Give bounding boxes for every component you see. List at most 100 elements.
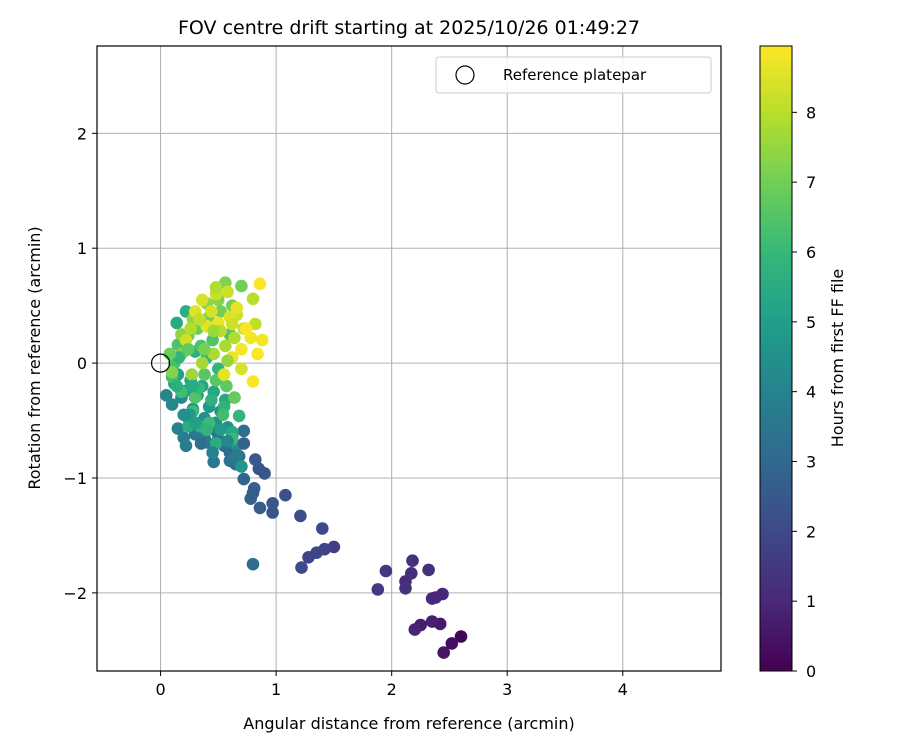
data-point bbox=[239, 322, 253, 335]
data-point bbox=[230, 448, 244, 462]
data-point bbox=[225, 317, 239, 331]
data-point bbox=[235, 343, 248, 356]
data-point bbox=[255, 333, 269, 347]
data-point bbox=[205, 305, 218, 318]
chart-title: FOV centre drift starting at 2025/10/26 … bbox=[178, 17, 640, 39]
data-point bbox=[294, 509, 307, 523]
legend-label: Reference platepar bbox=[503, 66, 647, 84]
data-point bbox=[216, 408, 230, 422]
data-point bbox=[177, 408, 190, 422]
x-tick-label: 4 bbox=[618, 680, 628, 699]
data-point bbox=[165, 398, 179, 411]
x-axis-label: Angular distance from reference (arcmin) bbox=[243, 714, 574, 733]
data-point bbox=[221, 434, 234, 448]
plot-frame bbox=[96, 45, 722, 672]
data-point bbox=[171, 422, 185, 435]
data-point bbox=[246, 292, 260, 306]
data-point bbox=[163, 347, 177, 361]
data-point bbox=[235, 460, 248, 473]
data-point bbox=[237, 424, 251, 438]
colorbar-tick-label: 6 bbox=[806, 243, 816, 262]
data-point bbox=[406, 554, 419, 567]
data-point bbox=[194, 437, 208, 450]
data-point bbox=[422, 563, 435, 577]
reference-platepar-marker bbox=[150, 353, 171, 373]
colorbar-tick-label: 2 bbox=[806, 522, 816, 541]
data-point bbox=[399, 582, 412, 595]
y-tick-label: −2 bbox=[63, 584, 87, 603]
colorbar-tick-label: 8 bbox=[806, 103, 816, 122]
data-point bbox=[251, 347, 264, 361]
data-point bbox=[206, 446, 219, 460]
data-point bbox=[221, 285, 234, 299]
data-point bbox=[253, 277, 267, 291]
y-tick-label: 0 bbox=[77, 354, 87, 373]
data-point bbox=[217, 368, 231, 381]
data-point bbox=[221, 354, 234, 368]
data-point bbox=[182, 343, 195, 356]
y-tick-label: 2 bbox=[77, 124, 87, 143]
data-point bbox=[437, 646, 451, 659]
data-point bbox=[246, 557, 260, 571]
data-point bbox=[160, 389, 173, 402]
data-point bbox=[198, 368, 211, 381]
data-point bbox=[228, 391, 241, 404]
data-point bbox=[279, 488, 292, 502]
data-point bbox=[445, 637, 459, 650]
data-point bbox=[207, 455, 220, 469]
data-points bbox=[160, 276, 468, 659]
x-tick-label: 0 bbox=[155, 680, 165, 699]
x-tick-label: 2 bbox=[387, 680, 397, 699]
reference-marker bbox=[150, 353, 171, 373]
data-point bbox=[246, 375, 260, 388]
colorbar-tick-label: 1 bbox=[806, 592, 816, 611]
data-point bbox=[266, 497, 279, 510]
data-point bbox=[220, 379, 233, 393]
data-point bbox=[230, 301, 244, 315]
data-point bbox=[232, 409, 246, 423]
data-point bbox=[209, 281, 223, 294]
colorbar-label: Hours from first FF file bbox=[828, 269, 847, 448]
data-point bbox=[165, 366, 179, 379]
data-point bbox=[237, 437, 251, 450]
y-axis-label: Rotation from reference (arcmin) bbox=[25, 226, 44, 489]
data-point bbox=[195, 293, 209, 307]
data-point bbox=[193, 313, 207, 326]
data-point bbox=[170, 379, 183, 393]
data-point bbox=[214, 305, 227, 318]
colorbar: 0 1 2 3 4 5 6 7 8 Hours from first FF file bbox=[759, 45, 847, 681]
data-point bbox=[246, 486, 260, 500]
data-point bbox=[185, 368, 199, 381]
data-point bbox=[253, 501, 267, 515]
data-point bbox=[200, 423, 214, 437]
data-point bbox=[205, 393, 218, 407]
colorbar-tick-label: 7 bbox=[806, 173, 816, 192]
legend-box bbox=[435, 56, 712, 94]
data-point bbox=[316, 522, 329, 535]
data-point bbox=[228, 331, 241, 345]
colorbar-ticks: 0 1 2 3 4 5 6 7 8 bbox=[792, 103, 816, 681]
data-point bbox=[454, 630, 468, 643]
data-point bbox=[186, 379, 200, 393]
x-axis-ticks: 0 1 2 3 4 bbox=[155, 671, 628, 699]
data-point bbox=[249, 453, 262, 466]
legend-marker bbox=[455, 65, 475, 85]
data-point bbox=[295, 561, 308, 574]
data-point bbox=[188, 416, 202, 430]
y-tick-label: −1 bbox=[63, 469, 87, 488]
colorbar-tick-label: 4 bbox=[806, 383, 816, 402]
data-point bbox=[206, 333, 219, 347]
data-point bbox=[170, 316, 183, 330]
data-point bbox=[302, 551, 315, 564]
colorbar-gradient bbox=[759, 45, 793, 672]
data-point bbox=[371, 583, 385, 596]
data-point bbox=[214, 423, 227, 437]
data-point bbox=[177, 431, 190, 445]
data-point bbox=[379, 564, 393, 578]
data-point bbox=[266, 506, 279, 519]
y-axis-ticks: −2 −1 0 1 2 bbox=[63, 124, 97, 603]
data-point bbox=[237, 472, 251, 486]
x-tick-label: 3 bbox=[502, 680, 512, 699]
data-point bbox=[408, 623, 422, 636]
